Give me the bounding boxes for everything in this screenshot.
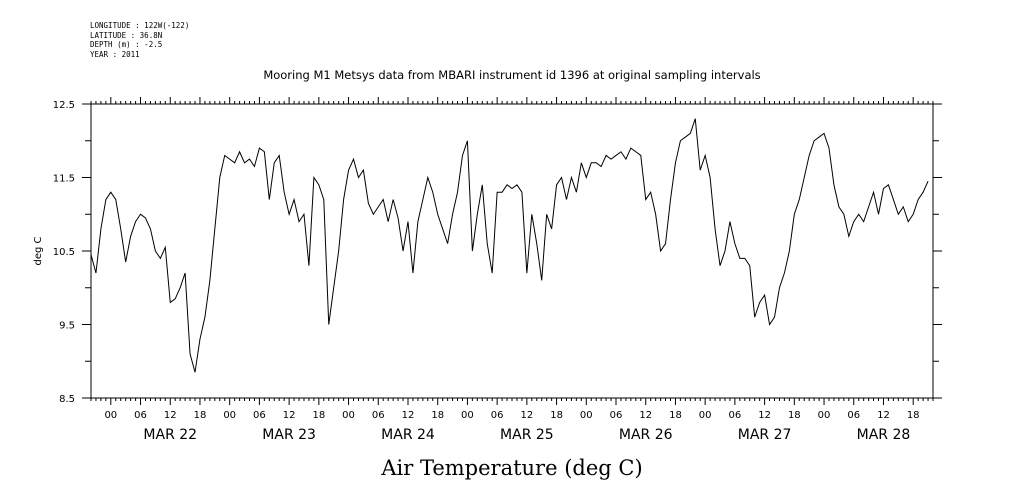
y-tick-label: 9.5 — [59, 321, 75, 332]
day-label: MAR 26 — [619, 427, 673, 443]
x-tick-label: 00 — [104, 410, 117, 421]
day-label: MAR 24 — [381, 427, 435, 443]
x-tick-label: 00 — [223, 410, 236, 421]
x-tick-label: 18 — [907, 410, 920, 421]
latitude-text: LATITUDE : 36.8N — [90, 30, 163, 40]
day-label: MAR 25 — [500, 427, 554, 443]
mooring-info: LONGITUDE : 122W(-122) LATITUDE : 36.8N … — [90, 21, 189, 59]
y-tick-label: 10.5 — [53, 247, 75, 258]
series-line — [90, 118, 929, 373]
day-label: MAR 28 — [857, 427, 911, 443]
x-tick-label: 00 — [461, 410, 474, 421]
x-tick-label: 18 — [788, 410, 801, 421]
day-label: MAR 27 — [738, 427, 792, 443]
x-tick-label: 00 — [818, 410, 831, 421]
x-tick-label: 12 — [164, 410, 177, 421]
longitude-text: LONGITUDE : 122W(-122) — [90, 21, 190, 30]
y-axis-label: deg C — [33, 236, 44, 265]
x-tick-label: 06 — [253, 410, 266, 421]
x-tick-label: 06 — [372, 410, 385, 421]
x-tick-label: 00 — [342, 410, 355, 421]
depth-text: DEPTH (m) : -2.5 — [90, 40, 163, 50]
x-tick-label: 06 — [729, 410, 742, 421]
x-tick-label: 06 — [610, 410, 623, 421]
y-tick-labels: 8.5 9.5 10.5 11.5 12.5 — [53, 100, 75, 405]
plot-frame — [90, 103, 934, 399]
x-tick-label: 12 — [283, 410, 296, 421]
y-tick-label: 12.5 — [53, 100, 75, 111]
x-tick-label: 00 — [699, 410, 712, 421]
x-tick-label: 00 — [580, 410, 593, 421]
x-tick-label: 18 — [312, 410, 325, 421]
x-tick-label: 12 — [520, 410, 533, 421]
x-tick-label: 12 — [877, 410, 890, 421]
x-tick-label: 12 — [758, 410, 771, 421]
day-label: MAR 23 — [262, 427, 316, 443]
chart-title: Mooring M1 Metsys data from MBARI instru… — [263, 68, 760, 82]
day-label: MAR 22 — [143, 427, 197, 443]
y-tick-label: 11.5 — [53, 174, 75, 185]
year-text: YEAR : 2011 — [90, 49, 140, 59]
y-tick-label: 8.5 — [59, 394, 75, 405]
x-axis-label: Air Temperature (deg C) — [380, 456, 642, 480]
x-tick-label: 12 — [639, 410, 652, 421]
x-tick-label: 18 — [669, 410, 682, 421]
x-tick-label: 18 — [194, 410, 207, 421]
x-tick-label: 06 — [134, 410, 147, 421]
x-tick-label: 06 — [847, 410, 860, 421]
x-tick-label: 06 — [491, 410, 504, 421]
x-tick-label: 12 — [402, 410, 415, 421]
day-labels: MAR 22 MAR 23 MAR 24 MAR 25 MAR 26 MAR 27 MAR … — [143, 427, 910, 443]
x-tick-label: 18 — [550, 410, 563, 421]
x-tick-labels: 00 06 12 18 00 06 12 18 00 06 12 18 00 06 12 18 00 06 12 18… — [104, 410, 919, 421]
axis-ticks — [82, 97, 942, 405]
x-tick-label: 18 — [431, 410, 444, 421]
